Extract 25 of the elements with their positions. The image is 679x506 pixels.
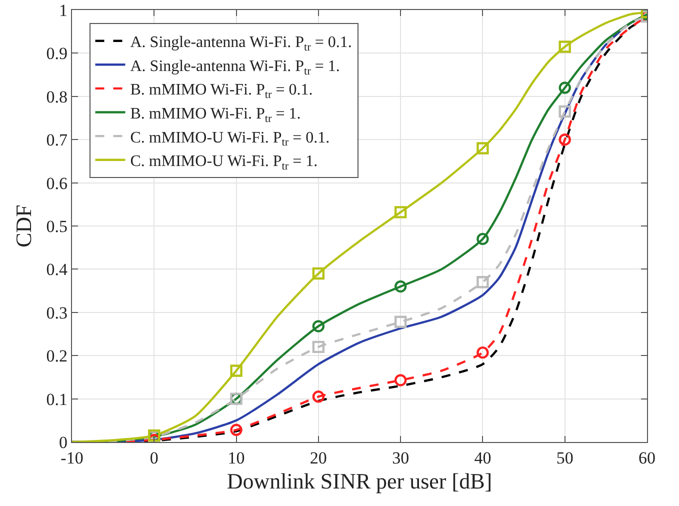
y-tick-label: 0.6 — [46, 174, 68, 193]
x-tick-label: 30 — [392, 448, 410, 468]
legend-label: A. Single-antenna Wi-Fi. P$_{tr}$ = 1. — [130, 58, 340, 78]
x-tick-label: 20 — [310, 448, 327, 468]
x-tick-label: 0 — [150, 448, 158, 468]
y-tick-label: 0.8 — [46, 87, 68, 106]
x-tick-label: 50 — [556, 448, 574, 468]
y-axis-title: CDF — [11, 204, 36, 248]
y-tick-label: 0.7 — [46, 130, 68, 150]
x-tick-label: 60 — [638, 448, 656, 468]
legend-label: B. mMIMO Wi-Fi. P$_{tr}$ = 0.1. — [130, 82, 313, 102]
legend-label: A. Single-antenna Wi-Fi. P$_{tr}$ = 0.1. — [130, 34, 352, 54]
x-tick-label: 40 — [474, 448, 492, 468]
legend-label: C. mMIMO-U Wi-Fi. P$_{tr}$ = 0.1. — [130, 129, 330, 149]
legend-label: C. mMIMO-U Wi-Fi. P$_{tr}$ = 1. — [130, 153, 318, 172]
y-tick-label: 0.3 — [46, 303, 68, 322]
y-tick-label: 0.1 — [46, 390, 68, 409]
y-tick-label: 0.4 — [46, 260, 68, 280]
y-tick-label: 0.9 — [46, 44, 68, 64]
y-tick-label: 0.5 — [46, 216, 68, 236]
y-tick-label: 0.2 — [46, 346, 68, 366]
x-tick-label: 10 — [228, 448, 245, 468]
x-axis-title: Downlink SINR per user [dB] — [226, 468, 492, 494]
legend-label: B. mMIMO Wi-Fi. P$_{tr}$ = 1. — [130, 106, 301, 125]
y-tick-label: 1 — [59, 0, 68, 20]
